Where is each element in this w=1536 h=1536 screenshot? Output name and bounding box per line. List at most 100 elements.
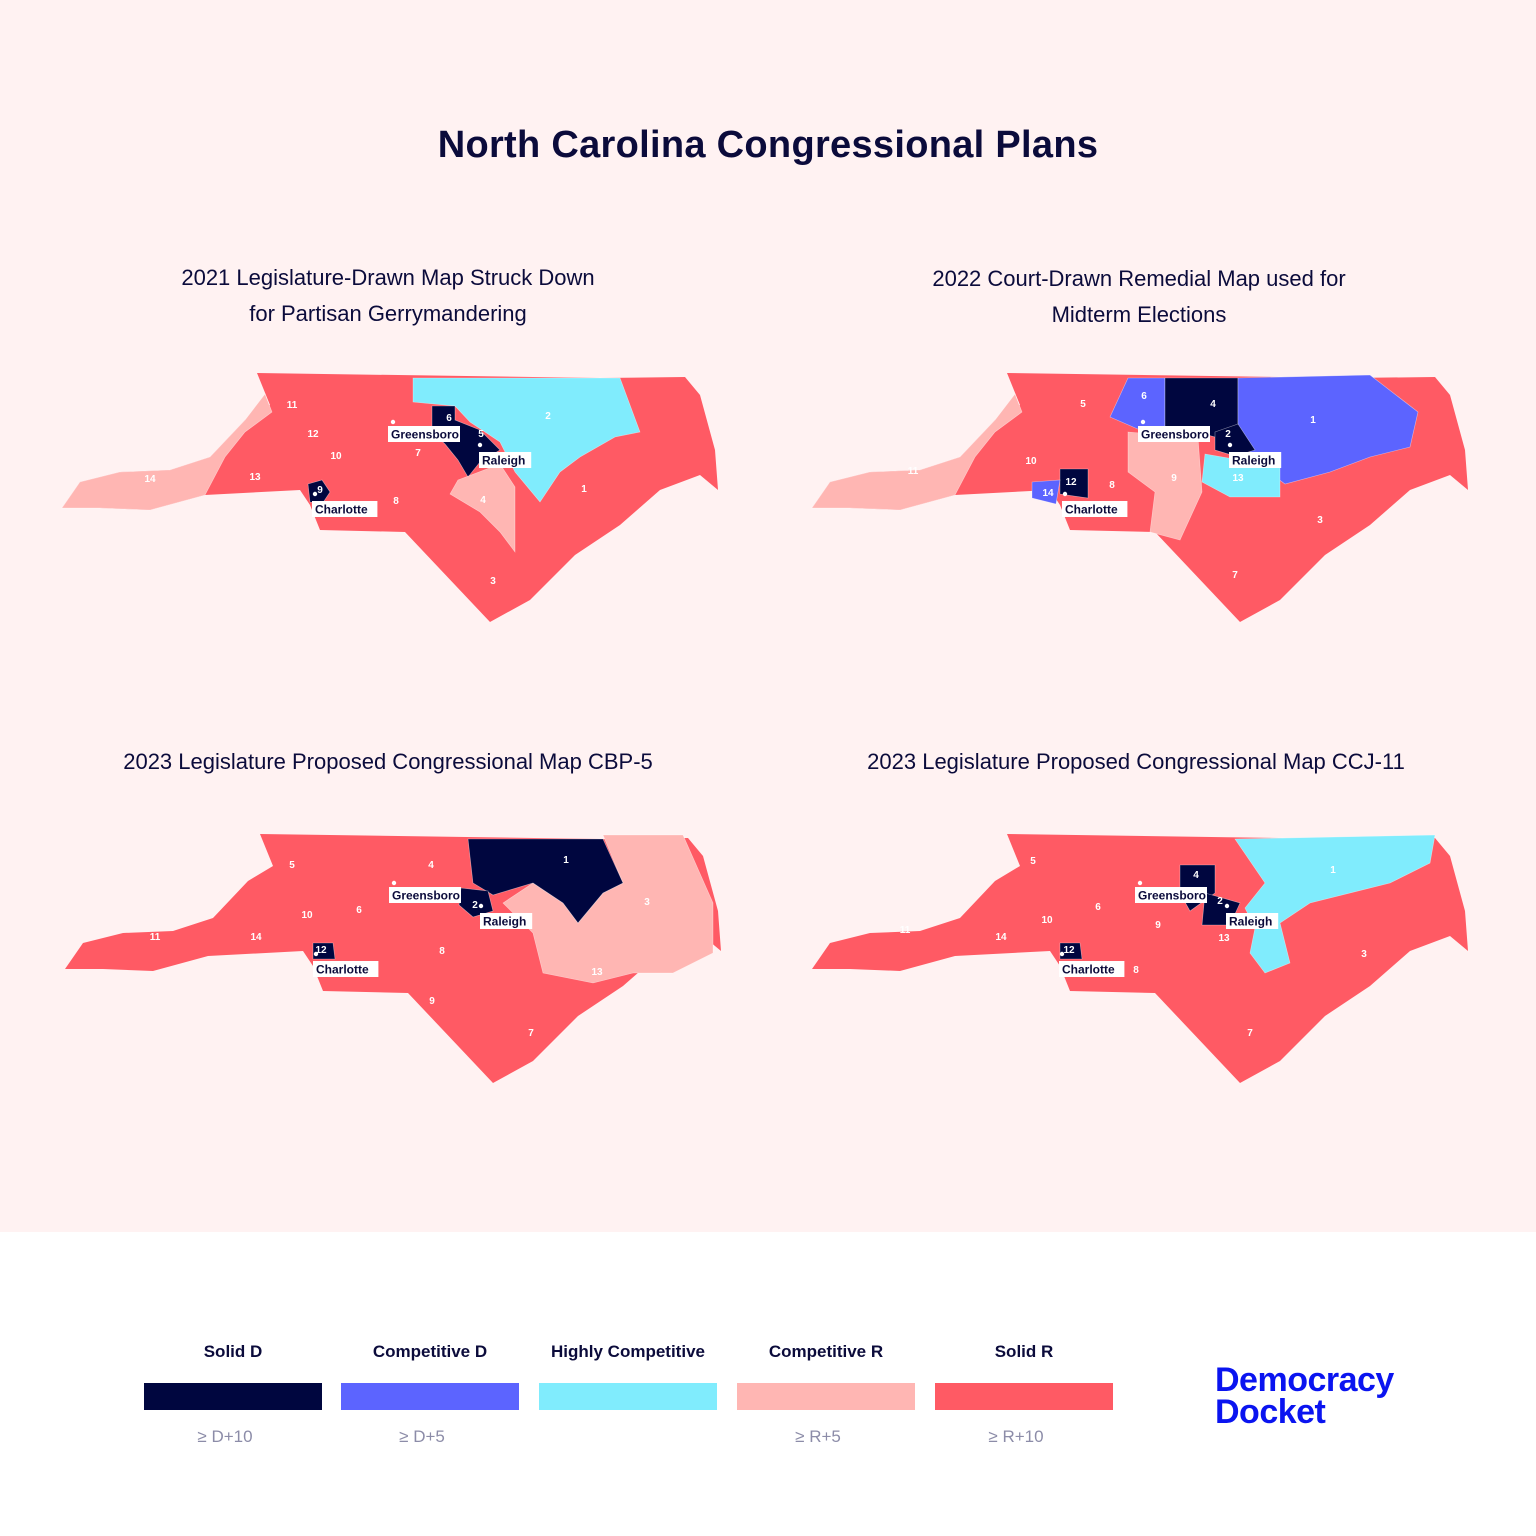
district-label: 13	[1218, 933, 1230, 944]
district-label: 5	[289, 860, 295, 871]
city-name: Charlotte	[1062, 963, 1115, 977]
district-label: 4	[428, 860, 434, 871]
map-title-line: Midterm Elections	[1051, 302, 1227, 327]
legend-label: Highly Competitive	[551, 1342, 705, 1361]
district-label: 1	[1310, 415, 1316, 426]
legend-threshold: ≥ D+5	[399, 1427, 445, 1446]
district-label: 5	[1080, 399, 1086, 410]
district-label: 13	[1232, 473, 1244, 484]
city-label-charlotte: Charlotte	[1062, 491, 1128, 517]
district-region	[1127, 431, 1203, 541]
district-label: 2	[545, 411, 551, 422]
city-dot-icon	[1059, 951, 1065, 957]
district-label: 8	[439, 946, 445, 957]
city-name: Greensboro	[392, 889, 460, 903]
city-name: Charlotte	[316, 963, 369, 977]
democracy-docket-logo: Democracy Docket	[1215, 1361, 1394, 1431]
city-label-raleigh: Raleigh	[477, 442, 532, 468]
district-label: 13	[591, 967, 603, 978]
district-label: 11	[908, 466, 919, 477]
district-label: 10	[1025, 456, 1037, 467]
city-label-raleigh: Raleigh	[1224, 903, 1279, 929]
district-label: 11	[150, 932, 161, 943]
legend-swatch	[935, 1383, 1113, 1410]
district-region	[811, 393, 1023, 511]
district-label: 8	[393, 496, 399, 507]
city-name: Raleigh	[482, 454, 525, 468]
nc-district-map-4: 54 12610111491312837GreensboroRaleighChar…	[812, 834, 1468, 1083]
city-label-raleigh: Raleigh	[478, 903, 533, 929]
district-label: 7	[1247, 1028, 1253, 1039]
city-label-greensboro: Greensboro	[389, 880, 461, 903]
district-label: 10	[330, 451, 342, 462]
legend-label: Competitive R	[768, 1342, 884, 1361]
district-label: 5	[1030, 856, 1036, 867]
district-label: 13	[249, 472, 261, 483]
logo-line: Democracy	[1215, 1361, 1394, 1399]
district-label: 14	[144, 474, 156, 485]
district-label: 4	[1193, 870, 1199, 881]
map-title-line: 2023 Legislature Proposed Congressional …	[123, 749, 653, 774]
logo-line: Docket	[1215, 1393, 1326, 1431]
district-label: 11	[287, 400, 298, 411]
district-region	[1059, 468, 1089, 499]
district-label: 11	[900, 925, 911, 936]
district-label: 2	[1225, 429, 1231, 440]
district-label: 6	[356, 905, 362, 916]
district-region	[1031, 479, 1061, 505]
city-dot-icon	[313, 951, 319, 957]
district-label: 9	[317, 485, 323, 496]
district-label: 3	[644, 897, 650, 908]
city-label-charlotte: Charlotte	[312, 491, 378, 517]
city-dot-icon	[478, 903, 484, 909]
district-label: 2	[472, 900, 478, 911]
legend-swatch	[737, 1383, 915, 1410]
city-name: Greensboro	[391, 428, 459, 442]
district-label: 5	[478, 429, 484, 440]
district-label: 3	[1317, 515, 1323, 526]
city-dot-icon	[1224, 903, 1230, 909]
district-label: 3	[490, 576, 496, 587]
legend-swatch	[539, 1383, 717, 1410]
district-label: 10	[1041, 915, 1053, 926]
district-label: 3	[1361, 949, 1367, 960]
legend-threshold: ≥ D+10	[197, 1427, 253, 1446]
district-label: 6	[1141, 391, 1147, 402]
district-region	[307, 479, 331, 505]
district-label: 14	[1042, 488, 1054, 499]
legend-threshold: ≥ R+5	[795, 1427, 841, 1446]
district-region	[61, 393, 273, 511]
district-label: 1	[563, 855, 569, 866]
city-dot-icon	[1062, 491, 1068, 497]
district-label: 1	[581, 484, 587, 495]
city-label-greensboro: Greensboro	[1138, 419, 1210, 442]
city-dot-icon	[477, 442, 483, 448]
district-label: 14	[250, 932, 262, 943]
district-label: 8	[1109, 480, 1115, 491]
district-region	[1234, 834, 1436, 974]
district-label: 12	[1063, 945, 1075, 956]
city-name: Greensboro	[1138, 889, 1206, 903]
city-dot-icon	[391, 880, 397, 886]
district-label: 2	[1217, 896, 1223, 907]
district-region	[467, 838, 624, 924]
city-label-charlotte: Charlotte	[313, 951, 379, 977]
city-dot-icon	[1140, 419, 1146, 425]
district-label: 8	[1133, 965, 1139, 976]
city-name: Charlotte	[315, 503, 368, 517]
map-title-line: for Partisan Gerrymandering	[249, 301, 527, 326]
district-label: 12	[307, 429, 319, 440]
map-title-2022: 2022 Court-Drawn Remedial Map used for M…	[789, 261, 1489, 333]
district-label: 10	[301, 910, 313, 921]
map-title-line: 2023 Legislature Proposed Congressional …	[867, 749, 1405, 774]
city-dot-icon	[312, 491, 318, 497]
map-title-2021: 2021 Legislature-Drawn Map Struck Down f…	[38, 260, 738, 332]
city-name: Charlotte	[1065, 503, 1118, 517]
district-label: 1	[1330, 865, 1336, 876]
city-label-raleigh: Raleigh	[1227, 442, 1282, 468]
legend-threshold: ≥ R+10	[988, 1427, 1044, 1446]
city-dot-icon	[390, 419, 396, 425]
district-label: 4	[1210, 399, 1216, 410]
